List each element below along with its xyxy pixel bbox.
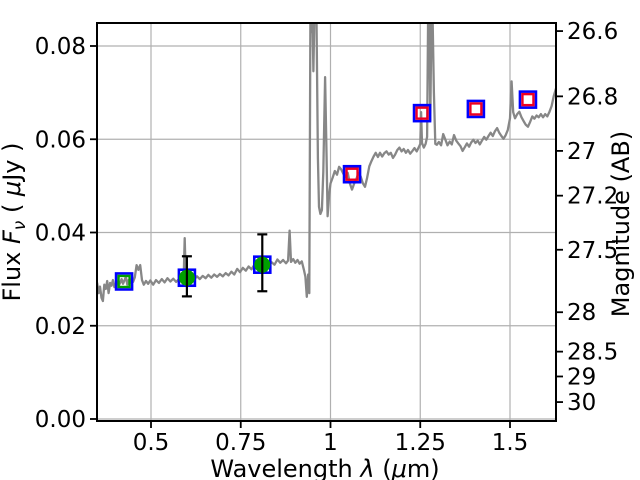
observed-square-marker <box>469 102 483 116</box>
y-axis-label-right: Magnitude (AB) <box>607 131 635 317</box>
x-tick-label: 1.5 <box>492 430 529 456</box>
observed-square-marker <box>117 274 131 289</box>
y-right-tick-label: 27.5 <box>567 238 618 264</box>
photometry-points <box>114 90 538 298</box>
grid-lines <box>97 23 556 421</box>
y-left-tick-label: 0.04 <box>35 221 86 247</box>
y-left-tick-label: 0.02 <box>35 314 86 340</box>
x-axis-label: Wavelength λ (μm) <box>210 455 439 480</box>
x-tick-label: 0.5 <box>133 430 170 456</box>
y-left-tick-label: 0.06 <box>35 127 86 153</box>
y-right-tick-label: 27 <box>567 139 596 165</box>
spectrum-series <box>97 23 556 303</box>
axis-frame <box>96 22 557 422</box>
y-left-tick-label: 0.00 <box>35 407 86 433</box>
model-square-marker <box>466 99 486 119</box>
y-right-tick-label: 27.2 <box>567 184 618 210</box>
model-square-marker <box>518 90 538 109</box>
observed-square-marker <box>415 106 429 120</box>
y-axis-label-left: Flux Fν ( μJy ) <box>0 142 30 301</box>
tick-labels: 0.5 0.75 1 1.25 1.5 0.00 0.02 0.04 0.06 0.08 26.6 2… <box>35 19 618 456</box>
y-right-tick-label: 29 <box>567 364 596 390</box>
observed-square-marker <box>345 167 359 181</box>
x-tick-label: 1.25 <box>395 430 446 456</box>
y-right-tick-label: 28 <box>567 300 596 326</box>
x-tick-label: 1 <box>323 430 338 456</box>
y-right-tick-label: 26.8 <box>567 84 618 110</box>
y-right-tick-label: 30 <box>567 390 596 416</box>
observed-square-marker <box>521 92 535 107</box>
y-right-tick-label: 28.5 <box>567 340 618 366</box>
y-right-tick-label: 26.6 <box>567 19 618 45</box>
x-tick-label: 0.75 <box>215 430 266 456</box>
y-left-tick-label: 0.08 <box>35 34 86 60</box>
axis-ticks <box>90 30 563 428</box>
model-square-marker <box>412 103 432 123</box>
model-square-marker <box>342 164 362 184</box>
model-square-marker <box>114 272 134 291</box>
spectrum-line <box>97 23 556 303</box>
